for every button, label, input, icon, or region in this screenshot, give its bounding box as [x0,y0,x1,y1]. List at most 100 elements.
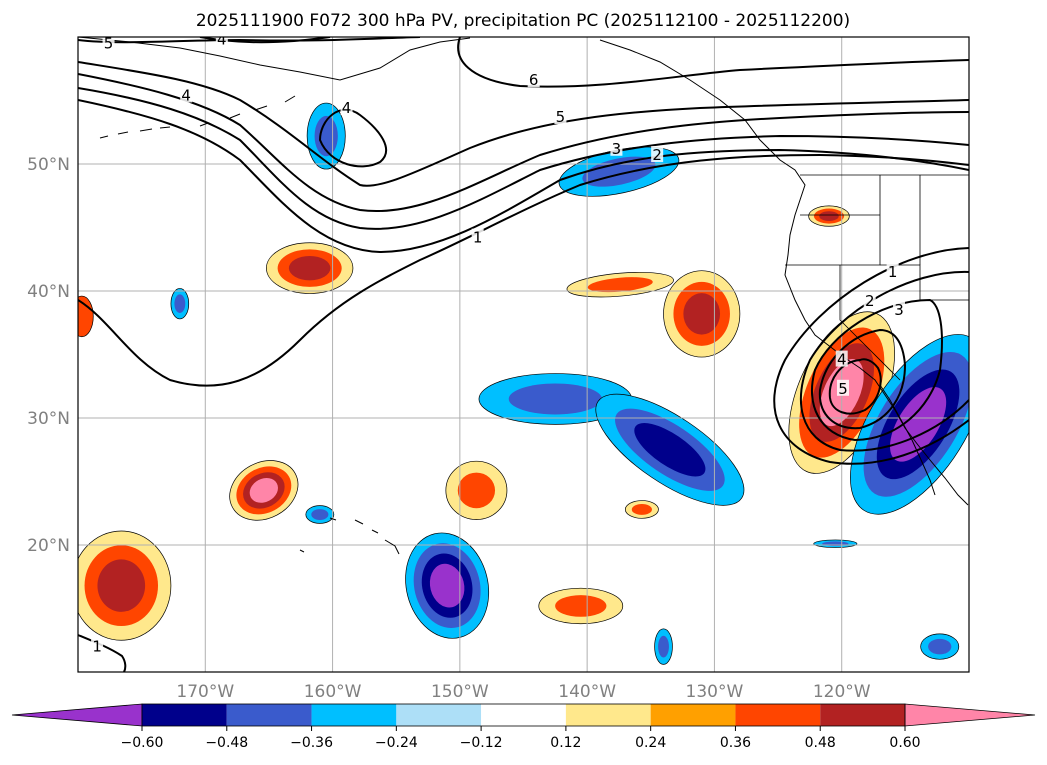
pv-contour-4 [78,73,969,213]
precip-anomaly-west-edge-red [78,295,94,338]
contour-label: 4 [181,86,191,104]
contour-label-bg [554,108,567,125]
precip-anomaly-subtropical-blue-band-b [595,393,745,506]
precip-anomaly-south-red-blob [538,587,624,625]
colorbar-segment [396,704,482,726]
pv-contour-4-loop [318,108,387,168]
lat-tick-label: 20°N [27,536,70,556]
precip-level-2 [634,423,706,477]
precip-anomaly-mexico-blue [850,334,969,515]
colorbar-segment [142,704,227,726]
precip-level-2 [288,255,331,281]
colorbar-segment [226,704,312,726]
map-frame [77,36,970,673]
precip-level-1 [314,115,338,157]
colorbar-segment [650,704,736,726]
precip-anomaly-sw-corner-blue-small [654,628,673,665]
contour-label: 5 [838,380,848,398]
precip-anomaly-mid-red-blob [445,460,508,520]
colorbar-tick-label: 0.36 [720,735,751,751]
colorbar-outline [141,703,906,727]
colorbar-extend-high [904,703,1036,727]
precip-level-1 [457,472,496,509]
coastlines [78,37,969,555]
contour-label: 2 [652,146,662,164]
contour-label-bg [527,71,540,88]
axis-labels: 170°W 160°W 150°W 140°W 130°W 120°W 20°N 30°N 40… [27,155,871,702]
contour-label: 3 [894,301,904,319]
precip-anomaly-offshore-red [663,270,741,358]
colorbar-segment [820,704,905,726]
political-borders [785,174,969,381]
pv-contour-3-low [810,298,943,442]
precip-anomaly-midpac-north-red [266,242,354,294]
precip-level-1 [311,509,329,520]
colorbar: −0.60 −0.48 −0.36 −0.24 −0.12 0.12 0.24 0.36 0.4… [11,703,1036,751]
precip-anomaly-small-red-blob [624,500,659,519]
lon-tick-label: 150°W [431,682,489,702]
contour-label: 5 [104,34,114,52]
colorbar-segment [311,704,397,726]
pv-contour-3 [78,87,969,230]
contour-label-bg [102,37,115,51]
pv-contour-1-low [773,247,969,465]
precip-level-1 [658,635,669,658]
contour-label-bg [892,301,905,318]
contour-label: 1 [888,263,898,281]
lat-tick-label: 50°N [27,155,70,175]
contour-label-bg [215,37,228,47]
colorbar-tick-label: −0.48 [205,735,248,751]
precip-level-3 [429,563,465,608]
precip-anomaly-subtropical-blue-band-a [478,373,633,425]
lon-tick-label: 130°W [686,682,744,702]
contour-label-bg [886,262,899,279]
precip-anomaly-us-nw-red [808,205,850,227]
colorbar-tick-label: 0.48 [805,735,836,751]
precip-level-1 [587,277,653,293]
pv-contour-5-low [828,358,882,415]
contour-label-bg [836,379,849,396]
precip-level-3 [249,478,278,503]
contour-label: 4 [342,99,352,117]
pv-contour-4-top [199,37,331,44]
contour-label-bg [863,292,876,309]
lon-tick-label: 160°W [304,682,362,702]
precip-level-0 [78,295,94,338]
pv-contour-2-low [799,270,969,452]
lon-tick-label: 140°W [558,682,616,702]
colorbar-segment [481,704,566,726]
aleutian-islands [99,95,296,139]
contour-label-bg [340,99,353,116]
precip-level-2 [819,211,839,221]
precip-anomaly-dateline-blue-blob [170,288,190,320]
colorbar-tick-label: 0.12 [550,735,581,751]
contour-label: 5 [556,108,566,126]
contour-label-bg [610,139,623,156]
alaska-coastline [78,37,471,81]
contour-label: 6 [529,71,539,89]
pv-contour-2 [78,99,969,254]
precip-level-2 [97,559,146,612]
precip-level-1 [631,504,652,515]
colorbar-segment [565,704,651,726]
contour-label: 1 [473,229,483,247]
hawaiian-islands [299,517,400,555]
lat-tick-label: 40°N [27,282,70,302]
contour-label: 4 [217,31,227,49]
colorbar-tick-label: −0.60 [121,735,164,751]
contour-label-bg [471,228,484,245]
precip-level-3 [889,387,947,462]
colorbar-tick-label: −0.36 [290,735,333,751]
precip-anomaly-southwest-corner-red [78,530,172,641]
precip-anomaly-hawaii-north-red [229,460,299,521]
contour-label-bg [835,350,848,367]
colorbar-tick-label: 0.60 [889,735,920,751]
colorbar-extend-low [11,703,143,727]
precip-level-1 [928,638,952,655]
pv-contours [78,37,969,672]
contour-label: 2 [865,292,875,310]
precip-anomaly-se-blue-small [813,539,858,548]
